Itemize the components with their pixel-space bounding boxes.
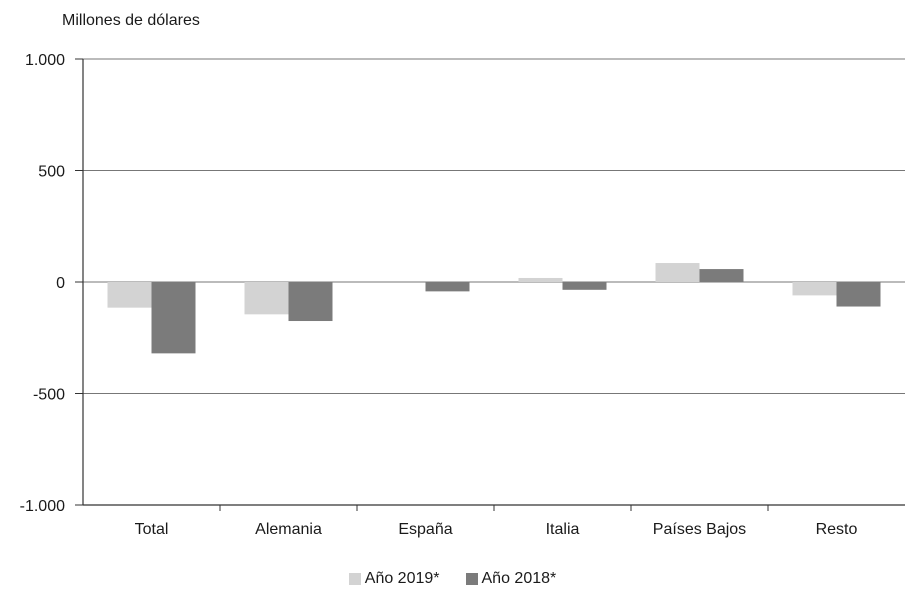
y-tick-label: -1.000	[20, 498, 65, 515]
x-tick-label: Países Bajos	[653, 521, 746, 538]
legend-item-2019: Año 2019*	[348, 570, 440, 588]
x-tick-labels: Total Alemania España Italia Países Bajos Res…	[135, 521, 858, 538]
y-tick-label: -500	[33, 387, 65, 404]
legend-item-2018: Año 2018*	[465, 570, 557, 588]
y-tick-label: 500	[38, 164, 65, 181]
bar-países-bajos-2018	[699, 269, 744, 282]
bar-resto-2019	[792, 282, 837, 296]
axes	[75, 58, 905, 511]
x-tick-label: Total	[135, 521, 169, 538]
x-tick-label: España	[398, 521, 452, 538]
bar-españa-2018	[425, 282, 470, 292]
legend-swatch-2019	[348, 573, 361, 585]
gridlines	[83, 58, 905, 394]
bar-alemania-2019	[244, 282, 289, 315]
bar-alemania-2018	[288, 282, 333, 322]
bar-total-2019	[107, 282, 152, 308]
y-tick-labels: 1.000 500 0 -500 -1.000	[20, 52, 65, 515]
y-axis-label: Millones de dólares	[62, 12, 200, 29]
bar-países-bajos-2019	[655, 263, 700, 282]
legend: Año 2019* Año 2018*	[0, 570, 905, 588]
bars	[107, 263, 881, 354]
y-tick-label: 1.000	[25, 52, 65, 69]
x-tick-label: Resto	[816, 521, 858, 538]
x-tick-label: Italia	[546, 521, 580, 538]
legend-swatch-2018	[465, 573, 478, 585]
bar-resto-2018	[836, 282, 881, 307]
legend-label-2018: Año 2018*	[481, 570, 557, 587]
x-tick-label: Alemania	[255, 521, 322, 538]
bar-italia-2019	[518, 277, 563, 282]
bar-italia-2018	[562, 282, 607, 290]
bar-total-2018	[151, 282, 196, 354]
y-tick-label: 0	[56, 275, 65, 292]
legend-label-2019: Año 2019*	[364, 570, 440, 587]
